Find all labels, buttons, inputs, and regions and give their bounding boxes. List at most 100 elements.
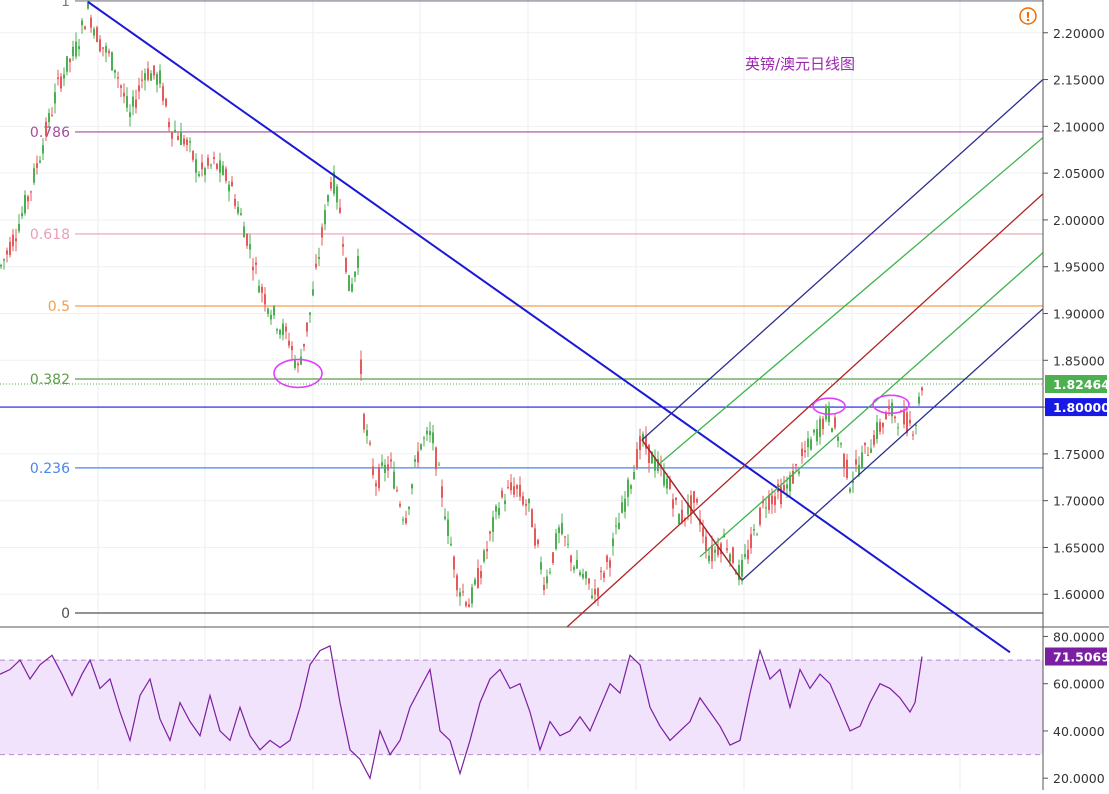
candle-body bbox=[774, 496, 776, 505]
fib-label: 1 bbox=[61, 0, 70, 10]
candle-body bbox=[375, 483, 377, 487]
candle-body bbox=[150, 73, 152, 81]
fib-label: 0.382 bbox=[30, 372, 70, 388]
candle-body bbox=[327, 195, 329, 202]
candle-body bbox=[537, 539, 539, 545]
candle-body bbox=[291, 346, 293, 351]
candle-body bbox=[840, 443, 842, 445]
candle-body bbox=[744, 554, 746, 557]
candle-body bbox=[618, 522, 620, 530]
candle-body bbox=[306, 322, 308, 332]
candle-body bbox=[36, 163, 38, 168]
candle-body bbox=[294, 359, 296, 368]
candle-body bbox=[834, 417, 836, 428]
candle-body bbox=[636, 449, 638, 468]
candle-body bbox=[405, 517, 407, 524]
candle-body bbox=[363, 414, 365, 430]
candle-body bbox=[804, 450, 806, 453]
candle-body bbox=[696, 498, 698, 503]
candle-body bbox=[372, 466, 374, 476]
candle-body bbox=[117, 77, 119, 79]
candle-body bbox=[597, 588, 599, 597]
candle-body bbox=[876, 422, 878, 440]
rsi-badge bbox=[1045, 647, 1107, 666]
candle-body bbox=[318, 257, 320, 260]
candle-body bbox=[801, 448, 803, 457]
candle-body bbox=[588, 578, 590, 584]
candle-body bbox=[33, 168, 35, 183]
trendline-channel-green-lower bbox=[699, 252, 1044, 558]
trendlines bbox=[87, 1, 1044, 654]
candle-body bbox=[546, 576, 548, 584]
rsi-badge-label: 71.5069 bbox=[1053, 650, 1109, 665]
candle-body bbox=[498, 507, 500, 516]
candle-body bbox=[102, 47, 104, 49]
candle-body bbox=[219, 160, 221, 173]
candle-body bbox=[621, 502, 623, 513]
candle-body bbox=[336, 186, 338, 203]
candle-body bbox=[483, 550, 485, 562]
fib-label: 0.786 bbox=[30, 125, 70, 141]
candle-body bbox=[420, 444, 422, 450]
candle-body bbox=[432, 432, 434, 444]
candle-body bbox=[669, 479, 671, 489]
price-tick-label: 2.10000 bbox=[1053, 119, 1105, 134]
price-tick-label: 2.00000 bbox=[1053, 213, 1105, 228]
fib-label: 0.5 bbox=[48, 299, 70, 315]
candle-body bbox=[414, 459, 416, 462]
chart-title: 英镑/澳元日线图 bbox=[745, 55, 855, 73]
candle-body bbox=[138, 85, 140, 92]
candle-body bbox=[480, 571, 482, 578]
candle-body bbox=[822, 418, 824, 429]
fib-label: 0 bbox=[61, 606, 70, 622]
candle-body bbox=[792, 470, 794, 484]
candle-body bbox=[705, 536, 707, 551]
candle-body bbox=[657, 459, 659, 471]
candle-body bbox=[93, 28, 95, 36]
candle-body bbox=[603, 572, 605, 578]
candle-body bbox=[216, 163, 218, 169]
candle-body bbox=[906, 412, 908, 434]
candle-body bbox=[105, 46, 107, 53]
candle-body bbox=[225, 168, 227, 181]
candle-body bbox=[756, 534, 758, 536]
highlight-ellipses bbox=[273, 358, 910, 415]
candle-body bbox=[717, 546, 719, 556]
candle-body bbox=[75, 41, 77, 57]
candle-body bbox=[444, 516, 446, 520]
candle-body bbox=[144, 73, 146, 81]
candle-body bbox=[60, 76, 62, 89]
candle-body bbox=[870, 448, 872, 453]
candle-body bbox=[771, 495, 773, 505]
candle-body bbox=[198, 174, 200, 176]
exclamation-circle-icon[interactable]: ! bbox=[1019, 7, 1037, 25]
candle-body bbox=[240, 213, 242, 215]
candle-body bbox=[369, 442, 371, 445]
trendline-pullback bbox=[641, 439, 743, 581]
candle-body bbox=[894, 416, 896, 419]
candle-body bbox=[495, 505, 497, 512]
candle-body bbox=[525, 504, 527, 506]
candle-body bbox=[213, 157, 215, 159]
candle-body bbox=[186, 139, 188, 145]
candle-body bbox=[339, 207, 341, 213]
candle-body bbox=[408, 507, 410, 510]
candle-body bbox=[858, 464, 860, 476]
candle-body bbox=[156, 74, 158, 85]
candle-body bbox=[654, 457, 656, 471]
candle-body bbox=[393, 471, 395, 489]
candle-body bbox=[246, 234, 248, 246]
candle-body bbox=[807, 438, 809, 448]
candle-body bbox=[609, 560, 611, 568]
svg-text:!: ! bbox=[1025, 10, 1030, 24]
price-tick-label: 1.65000 bbox=[1053, 540, 1105, 555]
candle-body bbox=[132, 96, 134, 107]
candle-body bbox=[552, 552, 554, 563]
candle-body bbox=[402, 519, 404, 521]
candle-body bbox=[489, 531, 491, 534]
candle-body bbox=[147, 68, 149, 80]
candle-body bbox=[99, 39, 101, 52]
candle-body bbox=[345, 257, 347, 273]
candle-body bbox=[855, 459, 857, 465]
